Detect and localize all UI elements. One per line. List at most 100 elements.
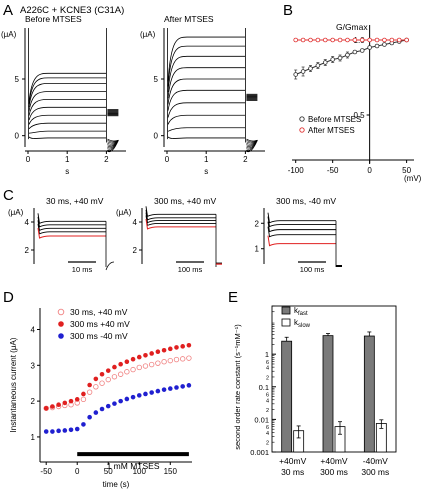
panel-a-ytick-label-0: 0 [15,132,20,141]
panel-b-xtick-label: 0 [367,166,372,175]
panel-b-point [337,37,343,43]
panel-d-point-2 [68,427,74,433]
panel-d-point-1 [105,368,111,373]
panel-letter-a: A [3,2,13,19]
panel-e-ylabel: second order rate constant (s⁻¹mM⁻¹) [233,324,242,450]
panel-b-point [374,43,380,49]
panel-d-point-2 [136,393,142,398]
panel-b-point [359,37,365,43]
panel-e-minor-tick-label: 6 [266,425,269,431]
panel-c-scalebar-label-1: 100 ms [178,265,203,274]
panel-d-point-2 [74,426,80,432]
panel-d-point-0 [155,360,161,366]
panel-e-bar-0-2 [363,335,375,453]
panel-b-point [293,72,298,77]
panel-d-mtses-bar [77,452,189,457]
panel-d-point-1 [93,376,99,382]
panel-e-minor-tick-label: 2 [266,441,269,447]
panel-a-tail-1-9 [246,140,258,153]
panel-b-point [382,42,387,47]
panel-a-trace-0-9 [28,72,107,102]
panel-b-point [359,48,365,53]
panel-b-point [300,37,306,43]
panel-b-point [352,37,358,43]
panel-c-trace-0-3 [37,213,106,224]
panel-a-xtick-label-1: 1 [204,155,209,164]
panel-d-point-1 [167,346,173,352]
panel-d-legend-marker [58,333,64,339]
panel-c-trace-1-0 [145,215,216,227]
panel-d-xtick-label: 0 [75,467,80,476]
panel-d-point-0 [86,389,93,395]
panel-c-scalebar-label-2: 100 ms [300,265,325,274]
panel-d-point-2 [99,406,105,412]
panel-d-point-0 [161,359,167,365]
panel-c-trace-2-2 [267,216,336,228]
panel-d-point-1 [62,400,68,406]
panel-a-trace-1-3 [167,102,246,118]
panel-d-point-2 [62,428,68,433]
panel-c-title-1: 300 ms, +40 mV [154,196,216,206]
panel-e-legend-swatch [281,306,291,315]
panel-a-ytick-label-1: 0 [154,132,159,141]
panel-b-fit-0 [295,39,407,75]
panel-d-point-1 [174,345,179,350]
panel-b-point [315,63,321,68]
panel-d-ytick-label: 1 [31,433,36,442]
panel-c-trace-2-3 [267,212,336,224]
panel-c-trace-1-2 [145,209,216,221]
panel-d-point-0 [167,357,173,364]
panel-e-ytick-label: 1 [265,350,269,359]
panel-e-minor-tick-label: 2 [266,408,269,414]
panel-d-point-0 [93,384,99,390]
panel-d-point-2 [167,386,173,391]
panel-b-point [352,49,358,55]
panel-d-point-1 [118,361,123,367]
panel-b-point [322,60,328,65]
panel-c-ytick-label-0: 2 [25,246,30,255]
panel-b-xlabel: (mV) [404,174,422,183]
panel-d-point-1 [124,359,130,365]
panel-b-legend-label: Before MTSES [308,115,361,124]
panel-d-xtick-label: 150 [164,467,178,476]
panel-c-trace-1-3 [145,206,216,217]
panel-d-point-1 [50,404,55,409]
panel-b-point [345,52,350,58]
panel-b-point [389,37,395,43]
panel-b-point [374,37,380,43]
panel-d-point-2 [43,429,49,434]
panel-d-point-2 [124,396,130,402]
panel-c-ytick-label-1: 2 [133,246,138,255]
panel-c-ylabel-0: (μA) [8,208,24,217]
panel-a-trace-0-4 [28,106,107,121]
panel-c-title-2: 300 ms, -40 mV [276,196,336,206]
panel-d-point-2 [149,390,154,395]
panel-a-ytick-label-0: 5 [15,75,20,84]
panel-d-ylabel: Instantaneous current (μA) [9,337,18,432]
panel-d-point-1 [143,352,148,358]
panel-d-point-1 [149,351,154,356]
panel-c-ylabel-1: (μA) [116,208,132,217]
panel-d-legend-label: 300 ms +40 mV [70,319,130,329]
panel-a-trace-1-1 [167,127,246,132]
panel-a-xlabel-0: s [65,167,69,176]
panel-c-ytick-label-2: 1 [255,245,260,254]
panel-c-trace-0-0 [37,223,106,235]
panel-d-point-0 [136,364,142,371]
panel-d-point-1 [56,402,61,407]
panel-d-point-2 [161,387,167,392]
panel-e-minor-tick-label: 6 [266,393,269,399]
panel-d-point-2 [56,428,61,434]
panel-d-point-0 [130,366,136,373]
panel-e-legend-label: kslow [294,318,311,329]
panel-d-point-0 [124,369,130,375]
panel-b-xtick-label: -100 [288,166,305,175]
panel-a-xtick-label-1: 0 [165,155,170,164]
panel-d-point-1 [74,397,80,402]
panel-b-legend-label: After MTSES [308,126,355,135]
panel-d-point-1 [161,347,167,353]
panel-d-point-2 [186,383,192,388]
panel-d-point-1 [112,364,117,370]
panel-b-point [308,66,313,71]
panel-d-point-0 [148,361,155,368]
